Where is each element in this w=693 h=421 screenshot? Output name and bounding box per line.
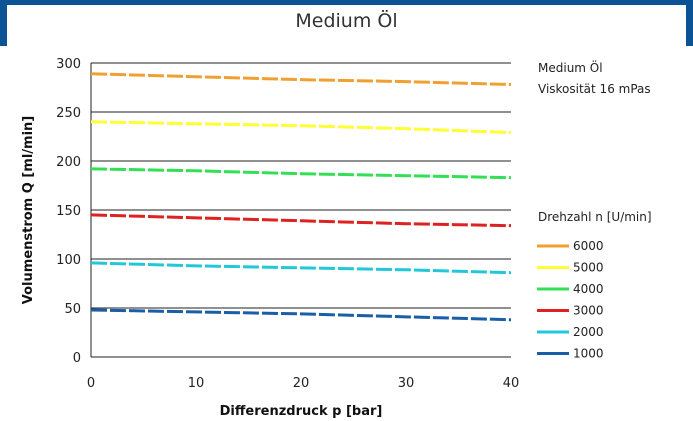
series-line-1000 [90, 308, 512, 322]
x-tick-label: 20 [293, 376, 310, 391]
series-line-2000 [90, 261, 512, 275]
series-line-5000 [90, 120, 512, 135]
legend-label-5000: 5000 [573, 261, 604, 275]
legend-label-1000: 1000 [573, 347, 604, 361]
y-tick-label: 100 [56, 253, 81, 268]
legend-label-4000: 4000 [573, 282, 604, 296]
y-axis-label: Volumenstrom Q [ml/min] [21, 116, 36, 304]
header-left-accent [0, 0, 7, 46]
y-tick-label: 300 [56, 57, 81, 72]
medium-label: Medium Öl [538, 61, 603, 75]
header-right-accent [686, 0, 693, 46]
y-tick-label: 150 [56, 204, 81, 219]
x-tick-label: 0 [87, 376, 95, 391]
header-top-border [0, 0, 693, 5]
page-title: Medium Öl [295, 10, 398, 32]
y-tick-label: 250 [56, 106, 81, 121]
legend-label-2000: 2000 [573, 325, 604, 339]
series-line-4000 [90, 167, 512, 180]
header-bar: Medium Öl [0, 0, 693, 46]
series-line-6000 [90, 72, 512, 87]
legend-label-6000: 6000 [573, 239, 604, 253]
y-tick-label: 50 [64, 302, 81, 317]
x-tick-label: 40 [503, 376, 520, 391]
series-line-3000 [90, 213, 512, 228]
y-tick-label: 200 [56, 155, 81, 170]
legend-title: Drehzahl n [U/min] [538, 210, 652, 224]
x-axis-label: Differenzdruck p [bar] [220, 404, 383, 419]
legend-label-3000: 3000 [573, 304, 604, 318]
viscosity-label: Viskosität 16 mPas [538, 82, 651, 96]
x-tick-label: 10 [188, 376, 205, 391]
y-tick-label: 0 [73, 351, 81, 366]
x-tick-label: 30 [398, 376, 415, 391]
